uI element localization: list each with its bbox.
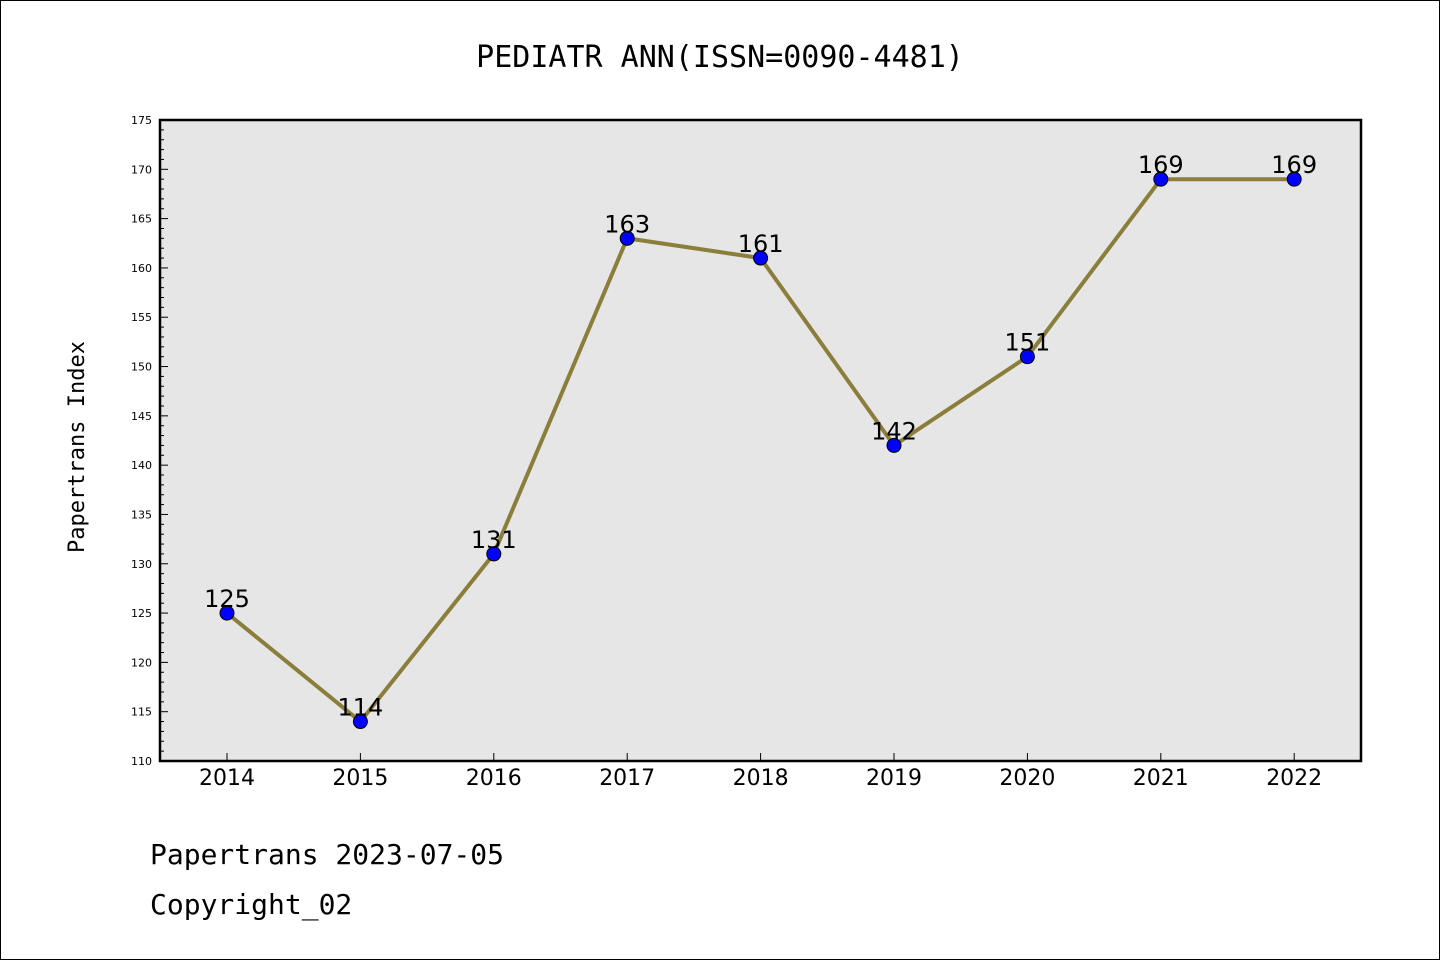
data-label: 131 [471,526,517,554]
x-tick-label: 2019 [866,766,922,791]
data-point [219,605,235,621]
data-label: 151 [1004,329,1050,357]
x-axis: 2014 2015 2016 2017 2018 2019 2020 2021 2022 [199,753,1322,791]
x-tick-label: 2014 [199,766,255,791]
x-tick-label: 2016 [466,766,522,791]
data-point [1286,171,1302,187]
y-tick-label: 115 [131,706,152,719]
x-tick-label: 2017 [599,766,655,791]
y-axis-label: Papertrans Index [65,341,90,553]
y-tick-label: 160 [131,262,152,275]
data-label: 163 [604,210,650,238]
y-tick-label: 110 [131,755,152,768]
data-point [619,230,635,246]
data-point [486,546,502,562]
data-label: 169 [1138,151,1184,179]
x-tick-label: 2021 [1133,766,1189,791]
data-label: 142 [871,417,917,445]
y-tick-label: 145 [131,410,152,423]
data-label: 125 [204,585,250,613]
y-tick-label: 165 [131,213,152,226]
x-tick-label: 2022 [1266,766,1322,791]
chart-title: PEDIATR ANN(ISSN=0090-4481) [476,40,964,75]
data-point [352,714,368,730]
data-point [1153,171,1169,187]
x-tick-label: 2018 [733,766,789,791]
data-point [753,250,769,266]
y-tick-label: 155 [131,311,152,324]
series-group: 125 114 131 163 161 142 151 169 169 [204,151,1317,730]
data-point [1019,349,1035,365]
footer-copyright: Copyright_02 [150,888,352,922]
x-tick-label: 2020 [999,766,1055,791]
footer-date: Papertrans 2023-07-05 [150,838,504,871]
data-point [886,437,902,453]
plot-border [158,118,1363,763]
y-tick-label: 130 [131,558,152,571]
data-label: 161 [738,230,784,258]
plot-area [160,120,1361,761]
y-tick-label: 140 [131,459,152,472]
y-tick-label: 150 [131,361,152,374]
y-axis: 110 115 120 125 130 135 140 145 150 155 160 165 170 1… [131,114,168,768]
y-tick-label: 125 [131,607,152,620]
y-tick-label: 170 [131,163,152,176]
y-tick-label: 120 [131,656,152,669]
data-label: 114 [337,694,383,722]
y-tick-label: 135 [131,508,152,521]
y-tick-label: 175 [131,114,152,127]
x-tick-label: 2015 [332,766,388,791]
data-label: 169 [1271,151,1317,179]
